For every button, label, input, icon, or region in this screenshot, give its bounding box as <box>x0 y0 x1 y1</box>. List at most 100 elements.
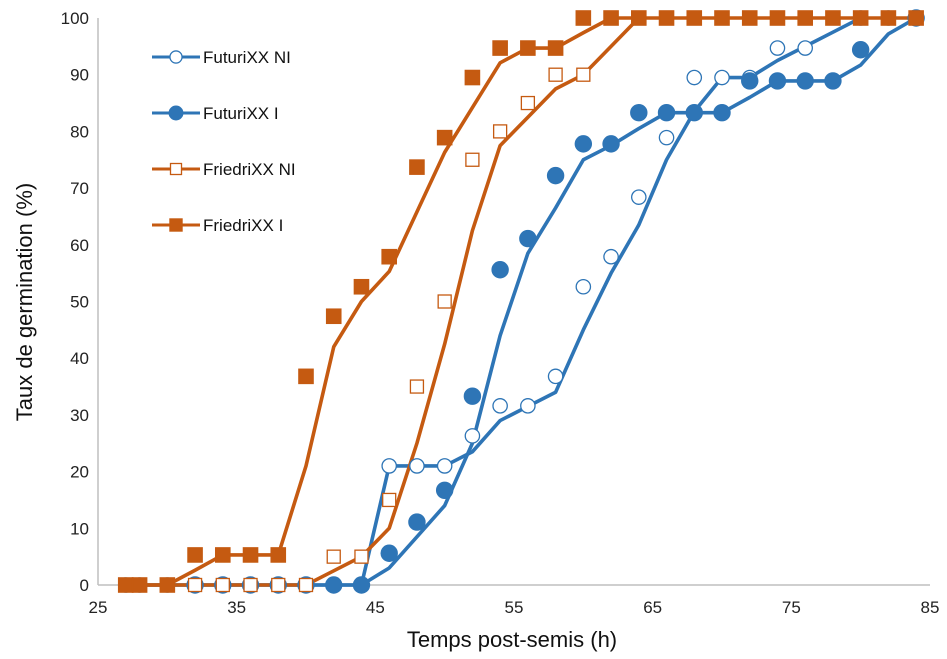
data-point-series-2 <box>685 103 703 122</box>
data-point-series-2 <box>851 41 870 59</box>
data-point-series-2 <box>713 103 731 122</box>
x-tick-label: 45 <box>366 598 385 617</box>
data-point-series-4 <box>436 129 453 146</box>
data-point-series-4 <box>131 577 148 593</box>
data-point-series-2 <box>796 72 814 90</box>
data-point-series-4 <box>381 248 397 265</box>
data-point-series-3 <box>215 577 230 593</box>
data-point-series-4 <box>603 10 619 26</box>
y-tick-label: 10 <box>70 519 89 538</box>
legend-label: FriedriXX NI <box>203 160 296 179</box>
x-tick-label: 55 <box>505 598 524 617</box>
y-tick-label: 60 <box>70 236 89 255</box>
x-tick-label: 65 <box>643 598 662 617</box>
data-point-series-2 <box>352 576 371 594</box>
x-tick-label: 85 <box>921 598 940 617</box>
data-point-series-1 <box>520 398 536 414</box>
data-point-series-4 <box>325 308 342 325</box>
y-tick-label: 40 <box>70 349 89 368</box>
data-point-series-2 <box>380 544 398 562</box>
y-tick-label: 100 <box>61 9 89 28</box>
data-point-series-4 <box>852 10 869 26</box>
data-point-series-3 <box>465 152 480 167</box>
data-point-series-1 <box>409 458 425 474</box>
data-point-series-4 <box>825 10 841 26</box>
data-point-series-1 <box>547 368 564 385</box>
x-tick-label: 75 <box>782 598 801 617</box>
data-point-series-4 <box>187 547 203 563</box>
data-point-series-4 <box>464 69 481 86</box>
data-point-series-4 <box>298 368 314 385</box>
data-point-series-2 <box>768 72 787 90</box>
data-point-series-4 <box>714 10 730 26</box>
legend-label: FuturiXX I <box>203 104 279 123</box>
data-point-series-4 <box>880 10 897 26</box>
data-point-series-4 <box>214 547 231 563</box>
legend: FuturiXX NI FuturiXX I FriedriXX NI Friedri… <box>152 48 296 235</box>
data-point-series-2 <box>325 576 343 594</box>
y-tick-label: 70 <box>70 179 89 198</box>
data-point-series-3 <box>298 577 314 593</box>
legend-item: FriedriXX I <box>152 216 283 235</box>
data-point-series-1 <box>686 69 703 86</box>
data-point-series-1 <box>603 248 619 265</box>
data-point-series-3 <box>326 549 341 564</box>
data-point-series-3 <box>354 549 369 564</box>
data-point-series-3 <box>243 577 258 593</box>
legend-item: FriedriXX NI <box>152 160 296 179</box>
data-point-series-3 <box>382 492 397 508</box>
data-point-series-4 <box>242 547 259 563</box>
legend-item: FuturiXX I <box>152 104 279 123</box>
data-point-series-4 <box>575 10 592 26</box>
data-point-series-4 <box>409 159 425 175</box>
y-axis-title: Taux de germination (%) <box>12 183 37 421</box>
data-point-series-4 <box>741 10 758 26</box>
data-point-series-1 <box>381 458 398 474</box>
data-point-series-3 <box>548 67 563 82</box>
data-point-series-1 <box>714 69 730 86</box>
data-point-series-3 <box>271 577 286 593</box>
data-point-series-4 <box>797 10 813 26</box>
data-point-series-1 <box>658 129 675 146</box>
legend-item: FuturiXX NI <box>152 48 291 67</box>
legend-swatch-marker <box>169 50 183 64</box>
data-point-series-4 <box>353 278 370 295</box>
data-point-series-4 <box>908 10 924 26</box>
data-point-series-1 <box>575 278 592 295</box>
data-point-series-3 <box>492 124 508 139</box>
y-tick-label: 30 <box>70 406 89 425</box>
y-tick-label: 80 <box>70 122 89 141</box>
y-tick-labels: 0 10 20 30 40 50 60 70 80 90 100 <box>61 9 89 595</box>
data-point-series-4 <box>658 10 675 26</box>
data-point-series-1 <box>492 398 508 414</box>
data-point-series-1 <box>464 428 481 444</box>
data-markers <box>117 9 925 594</box>
y-tick-label: 20 <box>70 463 89 482</box>
data-point-series-3 <box>520 95 536 111</box>
data-point-series-1 <box>436 458 453 474</box>
y-tick-label: 50 <box>70 293 89 312</box>
data-point-series-2 <box>574 135 593 153</box>
data-point-series-3 <box>437 294 452 309</box>
x-tick-labels: 25 35 45 55 65 75 85 <box>89 598 940 617</box>
legend-swatch-marker <box>168 105 184 121</box>
x-tick-label: 35 <box>227 598 246 617</box>
data-point-series-2 <box>824 72 842 90</box>
data-point-series-4 <box>520 40 536 56</box>
data-point-series-2 <box>630 103 648 122</box>
data-point-series-2 <box>463 387 482 405</box>
data-point-series-2 <box>408 513 426 531</box>
data-point-series-1 <box>797 40 813 56</box>
data-point-series-4 <box>631 10 647 26</box>
x-axis-title: Temps post-semis (h) <box>407 627 617 652</box>
data-point-series-4 <box>492 40 508 56</box>
data-point-series-3 <box>187 577 203 593</box>
legend-label: FuturiXX NI <box>203 48 291 67</box>
data-point-series-1 <box>769 40 786 56</box>
data-point-series-2 <box>435 481 454 500</box>
data-point-series-2 <box>546 166 565 185</box>
legend-swatch-marker <box>169 218 183 232</box>
data-point-series-2 <box>741 72 759 90</box>
data-point-series-2 <box>657 103 676 122</box>
